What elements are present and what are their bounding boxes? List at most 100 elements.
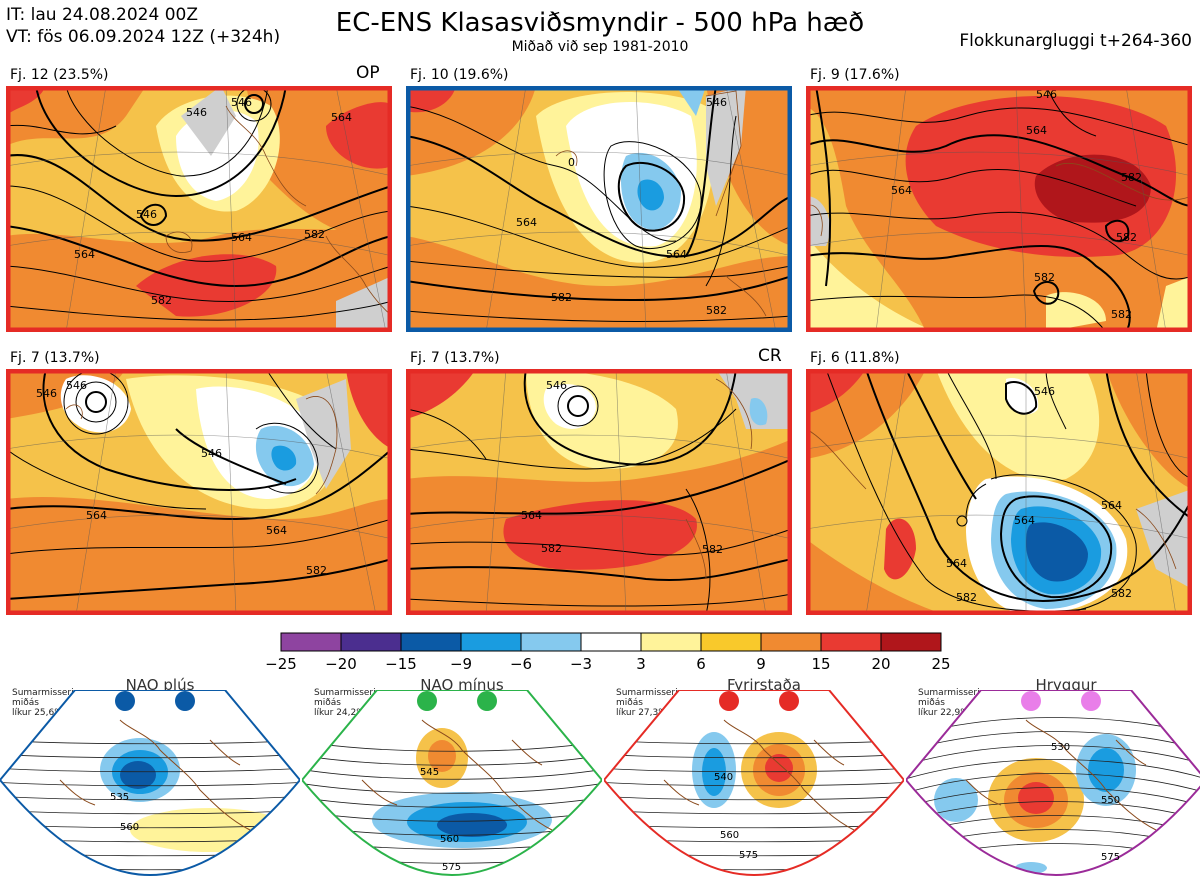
coastline (965, 719, 1157, 831)
panel-6-contour-label-1: 546 (1034, 385, 1055, 398)
colorbar-tick-label: −9 (449, 655, 473, 673)
regime-contour-label: 575 (739, 850, 758, 861)
panel-3-contour-label-6: 582 (1034, 271, 1055, 284)
panel-4-contour-label-2: 546 (66, 379, 87, 392)
height-contour (906, 759, 1200, 783)
height-contour (302, 753, 602, 766)
regime-season: Sumarmisseri (918, 688, 980, 698)
regime-contour-label: 560 (720, 830, 739, 841)
panel-1-contour-label-4: 564 (231, 231, 252, 244)
height-contour (0, 781, 300, 787)
panel-3-contour-label-5: 582 (1116, 231, 1137, 244)
panel-1-contour-label-3: 546 (231, 96, 252, 109)
height-contour (906, 745, 1200, 769)
regime-freq-label: miðás (918, 698, 945, 708)
cluster-map-4: 546 546 546 564 564 582 (6, 369, 392, 615)
regime-season: Sumarmisseri (314, 688, 376, 698)
panel-5-contour-label-4: 582 (702, 543, 723, 556)
colorbar-cell (640, 632, 702, 652)
colorbar-cell (820, 632, 882, 652)
colorbar-tick-label: −25 (265, 655, 297, 673)
anomaly-shading (765, 754, 793, 782)
regime-contour-label: 560 (440, 834, 459, 845)
regime-contour-label: 560 (120, 822, 139, 833)
colorbar-cell (700, 632, 762, 652)
panel-2-contour-label-1: 546 (706, 96, 727, 109)
colorbar-cell (520, 632, 582, 652)
panel-6-contour-label-5: 564 (1101, 499, 1122, 512)
panel-4-contour-label-3: 546 (201, 447, 222, 460)
panel-6-contour-label-3: 564 (946, 557, 967, 570)
panel-5-label: Fj. 7 (13.7%) (410, 350, 500, 366)
regime-title: Fyrirstaða (727, 676, 801, 694)
colorbar-cell (580, 632, 642, 652)
page-subtitle: Miðað við sep 1981-2010 (511, 39, 689, 55)
classification-window: Flokkunargluggi t+264-360 (959, 31, 1192, 51)
regime-title: Hryggur (1035, 676, 1097, 694)
panel-5-contour-label-2: 564 (521, 509, 542, 522)
anomaly-shading (130, 808, 290, 852)
coastline (59, 719, 251, 831)
panel-3-contour-label-1: 546 (1036, 88, 1057, 101)
colorbar-tick-label: 3 (636, 655, 646, 673)
height-contour (0, 753, 300, 759)
panel-1-contour-label-6: 582 (304, 228, 325, 241)
panel-2-contour-label-6: 0 (568, 156, 575, 169)
colorbar-cell (280, 632, 342, 652)
height-contour (906, 787, 1200, 811)
panel-3-label: Fj. 9 (17.6%) (810, 67, 900, 83)
panel-1-label: Fj. 12 (23.5%) (10, 67, 109, 83)
panel-1-tag: OP (356, 63, 380, 83)
regime-marker-dot (175, 691, 195, 711)
colorbar-cell (760, 632, 822, 652)
regime-map: 545 560 575 (302, 690, 602, 877)
panel-3-contour-label-3: 564 (891, 184, 912, 197)
regime-info: Sumarmisseri miðás líkur 27,3% (616, 688, 678, 718)
panel-2-label: Fj. 10 (19.6%) (410, 67, 509, 83)
panel-4-label: Fj. 7 (13.7%) (10, 350, 100, 366)
panel-5-contour-label-3: 582 (541, 542, 562, 555)
height-contour (0, 767, 300, 773)
height-contour (604, 767, 904, 773)
colorbar-cell (460, 632, 522, 652)
regime-marker-dot (1021, 691, 1041, 711)
regime-title: NAO plús (125, 676, 195, 694)
regime-marker-dot (115, 691, 135, 711)
panel-6-contour-label-4: 582 (956, 591, 977, 604)
header-times: IT: lau 24.08.2024 00Z VT: fös 06.09.202… (6, 4, 280, 48)
page-title: EC-ENS Klasasviðsmyndir - 500 hPa hæð (335, 8, 865, 38)
regime-info: Sumarmisseri miðás líkur 22,9% (918, 688, 980, 718)
anomaly-shading (428, 740, 456, 772)
panel-2-contour-label-4: 582 (551, 291, 572, 304)
panel-1-contour-label-2: 546 (186, 106, 207, 119)
regime-marker-dot (417, 691, 437, 711)
regime-contour-label: 540 (714, 772, 733, 783)
height-contour (604, 781, 904, 787)
panel-2-contour-label-5: 582 (706, 304, 727, 317)
regime-contour-label: 545 (420, 767, 439, 778)
colorbar (280, 632, 942, 652)
regime-info: Sumarmisseri miðás líkur 24,2% (314, 688, 376, 718)
regime-freq-label: miðás (616, 698, 643, 708)
anomaly-shading (934, 778, 978, 822)
regime-title: NAO mínus (420, 676, 504, 694)
height-contour (604, 753, 904, 759)
regime-season: Sumarmisseri (616, 688, 678, 698)
regime-prob: líkur 25,6% (12, 708, 63, 718)
panel-3-contour-label-4: 582 (1121, 171, 1142, 184)
colorbar-tick-label: 15 (811, 655, 831, 673)
regime-freq-label: miðás (12, 698, 39, 708)
colorbar-tick-label: −6 (509, 655, 533, 673)
height-contour (906, 773, 1200, 797)
regime-season: Sumarmisseri (12, 688, 74, 698)
panel-3-contour-label-7: 582 (1111, 308, 1132, 321)
panel-1-contour-label-5: 564 (331, 111, 352, 124)
panel-1-contour-label-7: 582 (151, 294, 172, 307)
coastline (663, 719, 855, 831)
anomaly-shading (1088, 748, 1124, 792)
cluster-map-2: 546 564 564 582 582 0 (406, 86, 792, 332)
regime-prob: líkur 22,9% (918, 708, 969, 718)
colorbar-tick-label: 6 (696, 655, 706, 673)
height-contour (604, 795, 904, 801)
